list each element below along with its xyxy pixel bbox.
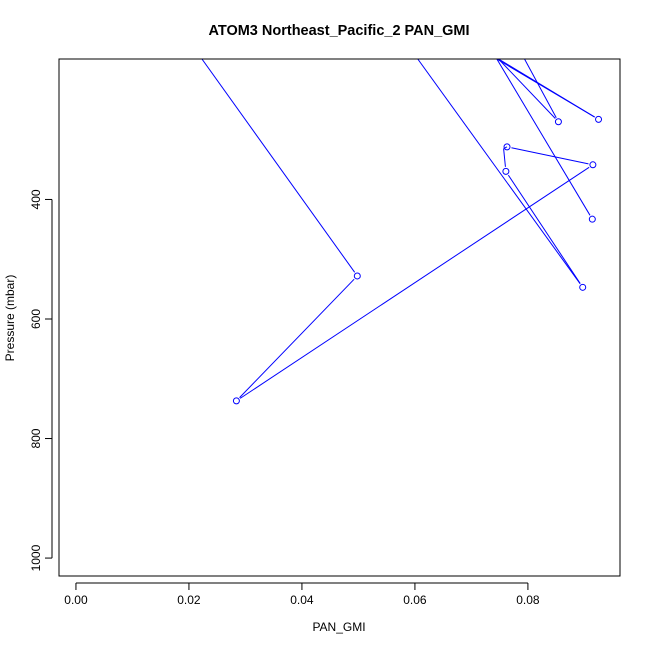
y-tick-label: 800 bbox=[29, 428, 43, 448]
x-tick-label: 0.04 bbox=[290, 593, 314, 607]
series-line-segment bbox=[201, 59, 356, 273]
series-line-segment bbox=[511, 147, 589, 165]
data-point bbox=[232, 397, 240, 405]
y-axis-label: Pressure (mbar) bbox=[3, 275, 17, 362]
y-tick-label: 400 bbox=[29, 189, 43, 209]
x-axis-label: PAN_GMI bbox=[312, 620, 365, 634]
y-tick-label: 1000 bbox=[29, 544, 43, 571]
x-tick-label: 0.02 bbox=[177, 593, 201, 607]
series bbox=[201, 59, 603, 405]
series-line-segment bbox=[417, 59, 581, 284]
data-point bbox=[588, 215, 596, 223]
data-point bbox=[503, 143, 511, 151]
y-tick-label: 600 bbox=[29, 309, 43, 329]
data-point bbox=[579, 283, 587, 291]
series-line-segment bbox=[524, 59, 557, 119]
series-layer bbox=[201, 59, 603, 405]
data-point bbox=[595, 115, 603, 123]
chart-title: ATOM3 Northeast_Pacific_2 PAN_GMI bbox=[208, 23, 469, 39]
series-line-segment bbox=[496, 59, 595, 118]
x-tick-label: 0.06 bbox=[403, 593, 427, 607]
series-line-segment bbox=[239, 278, 355, 398]
series-line-segment bbox=[507, 174, 581, 284]
series-line-segment bbox=[498, 59, 556, 119]
data-point bbox=[502, 167, 510, 175]
data-point bbox=[589, 161, 597, 169]
plot-frame bbox=[58, 58, 621, 577]
series-line-segment bbox=[503, 148, 506, 167]
data-point bbox=[353, 272, 361, 280]
series-line-segment bbox=[496, 59, 591, 216]
x-tick-label: 0.08 bbox=[516, 593, 540, 607]
data-point bbox=[554, 118, 562, 126]
series-line-segment bbox=[239, 166, 590, 399]
y-axis: 400 600 800 1000 bbox=[29, 189, 53, 571]
x-tick-label: 0.00 bbox=[64, 593, 88, 607]
x-axis: 0.00 0.02 0.04 0.06 0.08 bbox=[64, 582, 540, 607]
